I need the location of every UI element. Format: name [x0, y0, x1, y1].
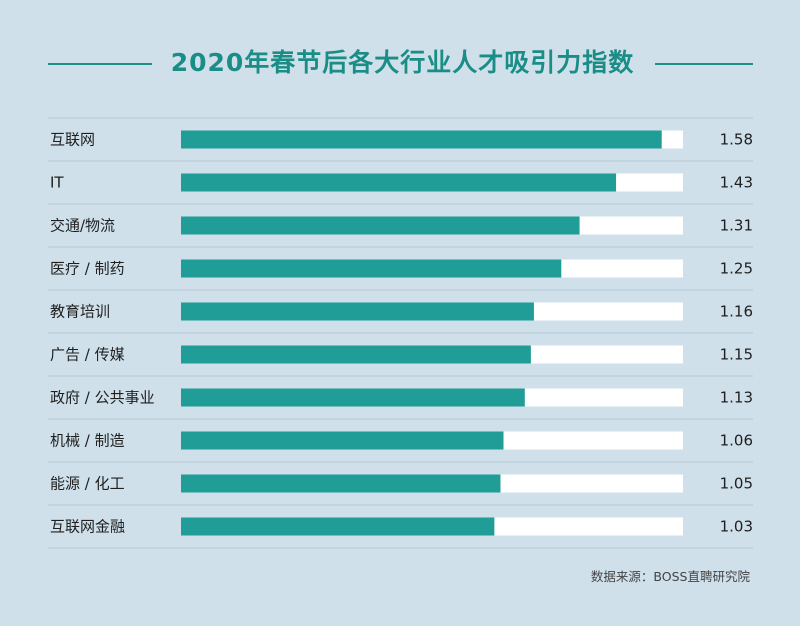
- category-label: 交通/物流: [50, 217, 115, 235]
- bar: [181, 130, 662, 149]
- value-label: 1.58: [720, 131, 753, 149]
- bar: [181, 388, 525, 407]
- title-rule-right: [655, 63, 753, 65]
- bar: [181, 431, 504, 450]
- category-label: 互联网: [50, 131, 95, 149]
- category-label: 广告 / 传媒: [50, 346, 125, 364]
- value-label: 1.13: [720, 389, 753, 407]
- bar: [181, 517, 495, 536]
- value-label: 1.43: [720, 174, 753, 192]
- category-label: 能源 / 化工: [50, 475, 125, 493]
- category-label: 教育培训: [50, 303, 110, 321]
- bar: [181, 259, 562, 278]
- chart-title: 2020年春节后各大行业人才吸引力指数: [170, 48, 635, 77]
- category-label: IT: [50, 174, 64, 192]
- value-label: 1.16: [720, 303, 753, 321]
- value-label: 1.05: [720, 475, 753, 493]
- bar: [181, 216, 580, 235]
- value-label: 1.25: [720, 260, 753, 278]
- category-label: 互联网金融: [50, 518, 125, 536]
- value-label: 1.06: [720, 432, 753, 450]
- bar: [181, 345, 531, 364]
- bar: [181, 173, 617, 192]
- chart-title-row: 2020年春节后各大行业人才吸引力指数: [0, 38, 800, 88]
- bar: [181, 474, 501, 493]
- value-label: 1.31: [720, 217, 753, 235]
- category-label: 医疗 / 制药: [50, 260, 125, 278]
- title-rule-left: [48, 63, 152, 65]
- value-label: 1.03: [720, 518, 753, 536]
- source-note: 数据来源：BOSS直聘研究院: [590, 569, 750, 584]
- category-label: 机械 / 制造: [50, 432, 125, 450]
- value-label: 1.15: [720, 346, 753, 364]
- bar: [181, 302, 534, 321]
- category-label: 政府 / 公共事业: [50, 389, 155, 407]
